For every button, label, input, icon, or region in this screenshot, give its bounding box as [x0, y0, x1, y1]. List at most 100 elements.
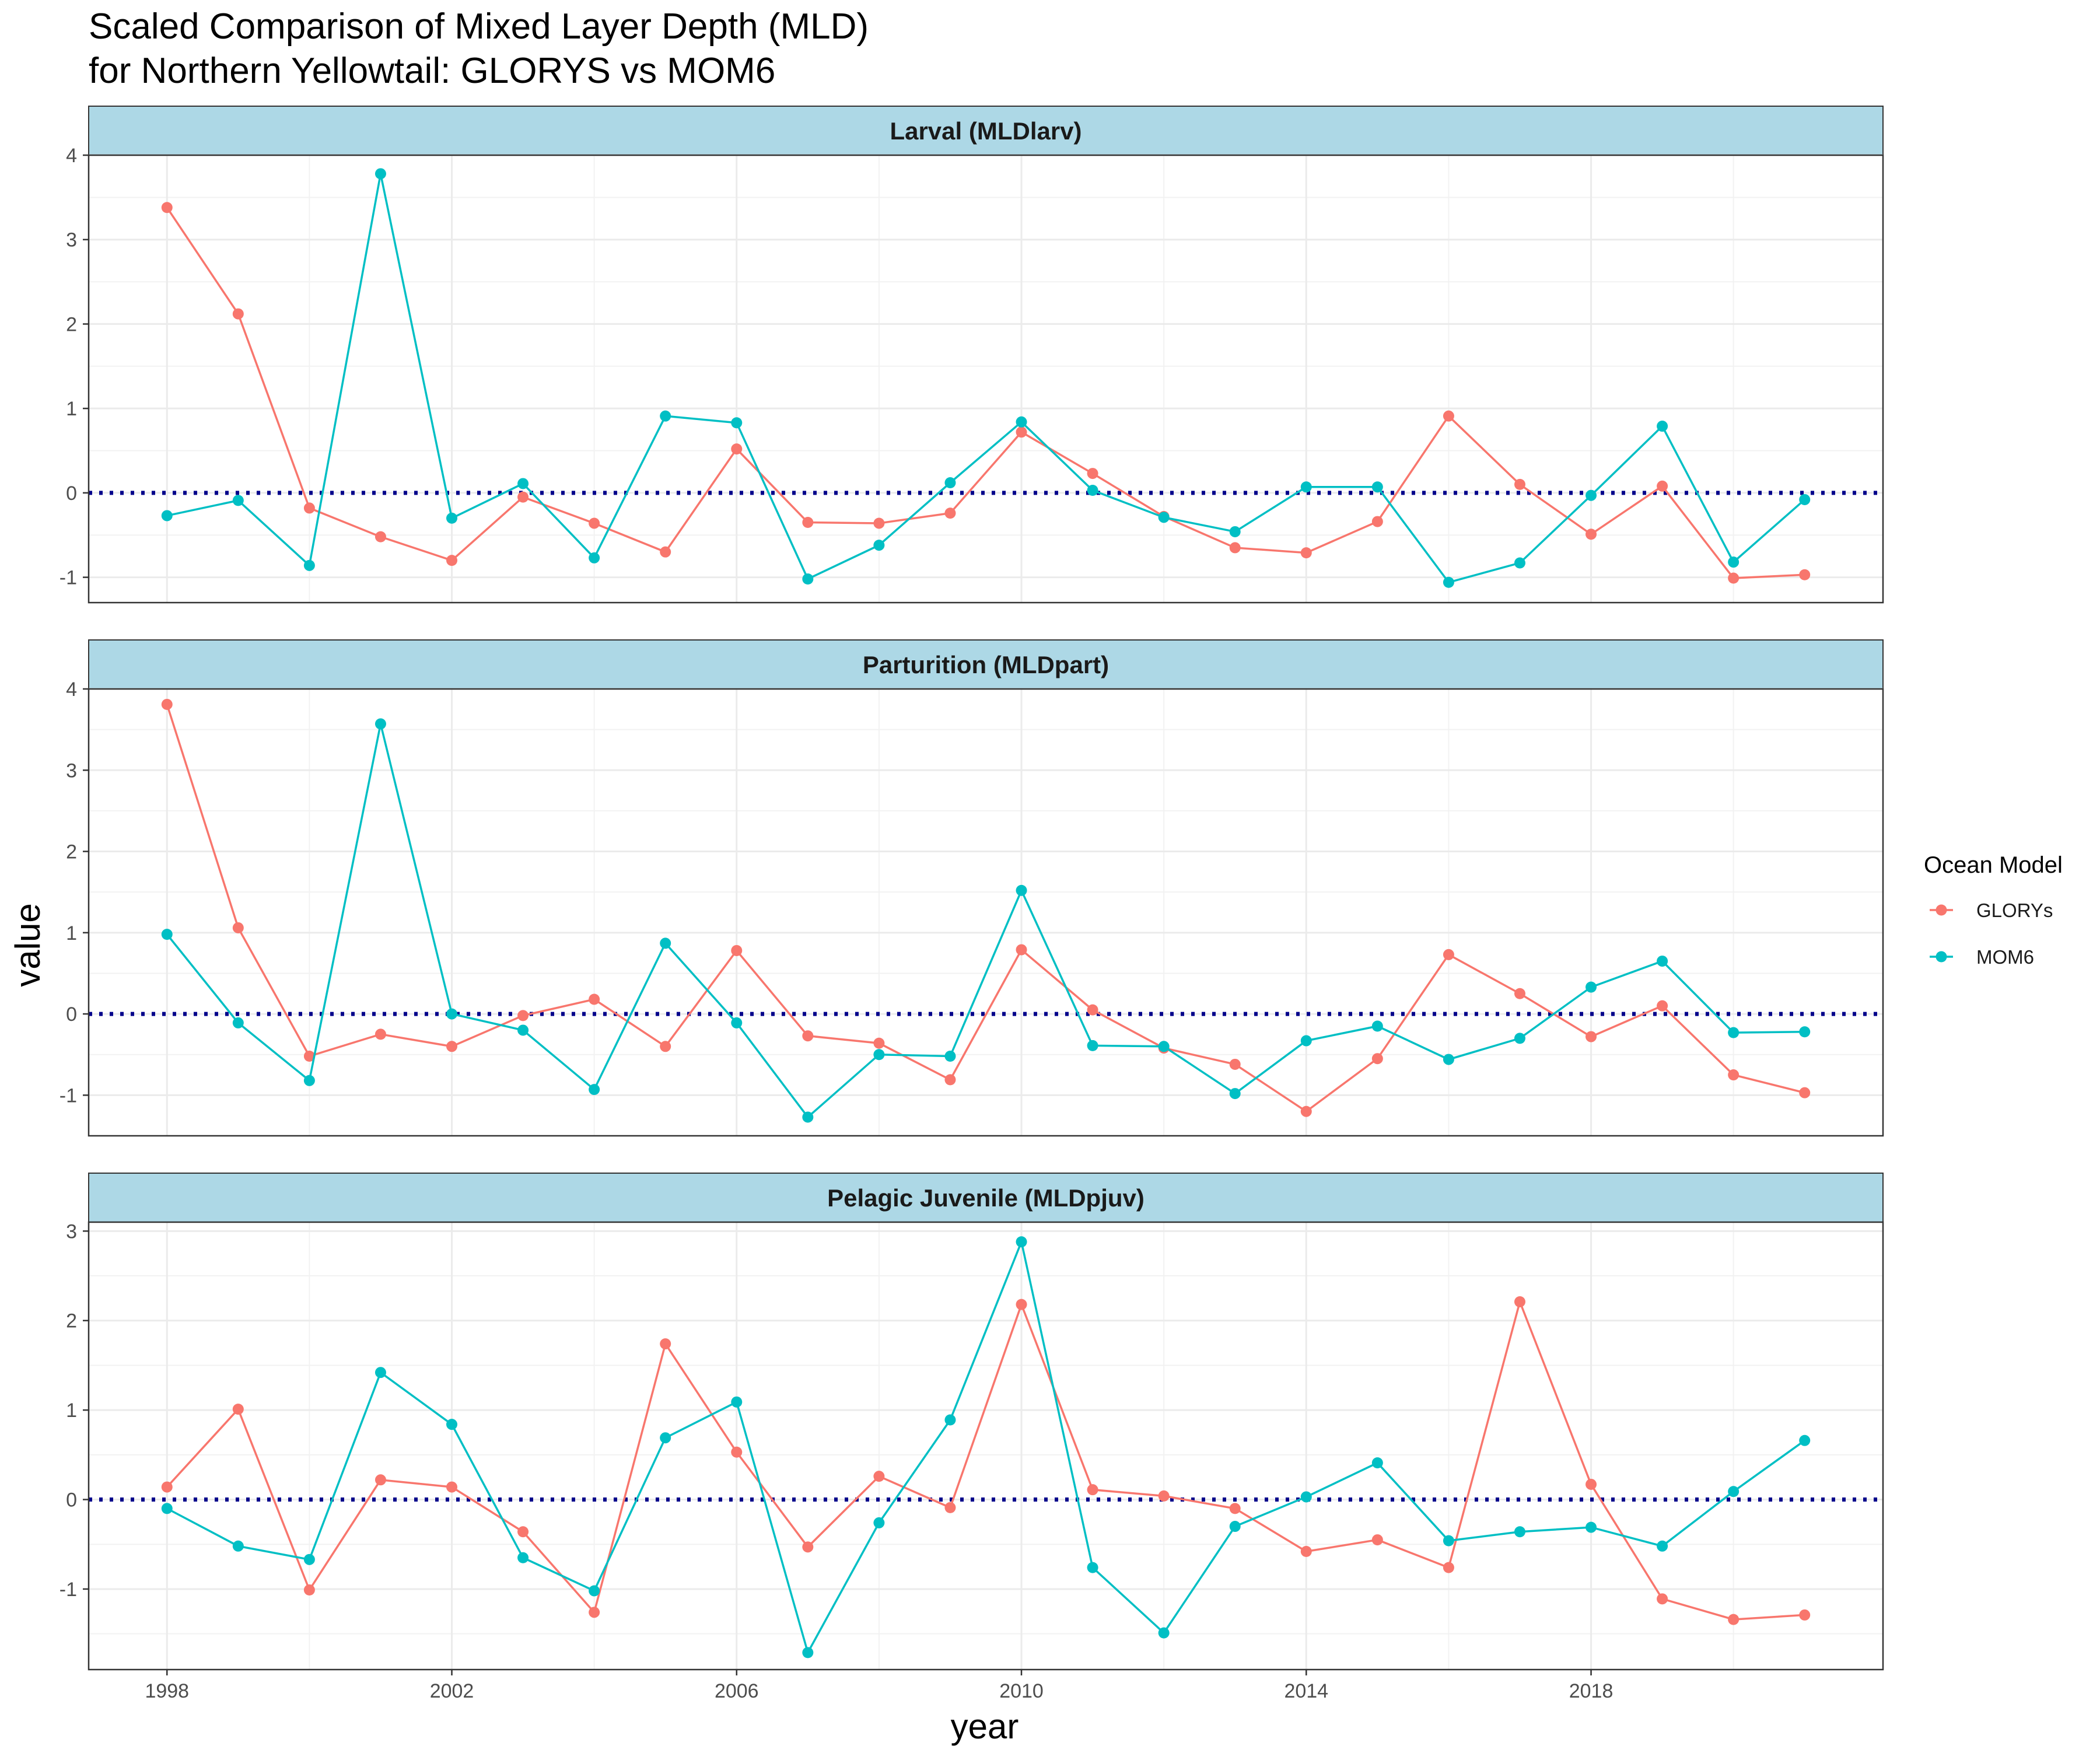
data-point-glorys	[374, 1474, 386, 1486]
data-point-glorys	[731, 443, 743, 455]
data-point-mom6	[1799, 494, 1811, 505]
data-point-glorys	[660, 1338, 671, 1350]
data-point-glorys	[1371, 516, 1383, 527]
data-point-mom6	[802, 1647, 814, 1658]
data-point-glorys	[303, 502, 315, 514]
data-point-glorys	[232, 1404, 244, 1415]
data-point-mom6	[161, 929, 173, 940]
y-tick-label: 3	[66, 229, 77, 251]
data-point-glorys	[1229, 1503, 1241, 1514]
series-line-mom6	[166, 723, 1805, 1119]
data-point-mom6	[446, 512, 458, 524]
data-point-glorys	[802, 1030, 814, 1042]
y-tick-label: 2	[66, 1310, 77, 1332]
data-point-mom6	[232, 495, 244, 506]
y-tick-label: 4	[66, 145, 77, 167]
panel-background	[89, 1222, 1883, 1670]
data-point-mom6	[1158, 512, 1170, 523]
data-point-mom6	[303, 1075, 315, 1086]
legend-key-point-glorys	[1936, 904, 1947, 916]
data-point-mom6	[1300, 1491, 1312, 1503]
data-point-mom6	[1514, 557, 1525, 569]
data-point-glorys	[374, 1028, 386, 1040]
y-tick-label: 1	[66, 1399, 77, 1422]
y-tick-label: 2	[66, 313, 77, 335]
data-point-glorys	[589, 517, 600, 529]
data-point-mom6	[1371, 1020, 1383, 1032]
series-line-glorys	[166, 207, 1805, 579]
data-point-mom6	[1728, 557, 1740, 568]
data-point-glorys	[1300, 1546, 1312, 1558]
data-point-glorys	[1799, 1087, 1811, 1098]
data-point-glorys	[303, 1584, 315, 1595]
panel-strip-label: Larval (MLDlarv)	[890, 117, 1082, 145]
data-point-glorys	[1799, 1609, 1811, 1621]
data-point-mom6	[873, 1517, 885, 1528]
data-point-mom6	[1514, 1033, 1525, 1044]
data-point-glorys	[1799, 569, 1811, 580]
data-point-mom6	[517, 1024, 529, 1036]
data-point-glorys	[446, 1041, 458, 1052]
panel-border	[88, 154, 1884, 604]
x-tick-label: 2018	[1569, 1680, 1614, 1702]
y-tick-label: 0	[66, 1489, 77, 1511]
data-point-glorys	[446, 555, 458, 566]
data-point-glorys	[1087, 1484, 1098, 1496]
data-point-glorys	[517, 1526, 529, 1538]
data-point-mom6	[1229, 1088, 1241, 1100]
data-point-glorys	[1158, 1490, 1170, 1502]
data-point-glorys	[1586, 1031, 1597, 1042]
data-point-mom6	[1586, 489, 1597, 501]
data-point-glorys	[232, 922, 244, 933]
x-tick-label: 2006	[715, 1680, 759, 1702]
y-tick-label: 2	[66, 841, 77, 863]
data-point-mom6	[802, 1111, 814, 1123]
data-point-glorys	[446, 1481, 458, 1493]
data-point-mom6	[873, 1049, 885, 1061]
data-point-glorys	[517, 1010, 529, 1021]
data-point-glorys	[232, 308, 244, 320]
data-point-mom6	[1443, 1054, 1454, 1065]
panel-border	[88, 688, 1884, 1137]
y-tick-label: 0	[66, 482, 77, 505]
panel-2: Parturition (MLDpart) -1 0 1 2 3 4	[60, 639, 1884, 1137]
data-point-mom6	[589, 552, 600, 564]
data-point-glorys	[1514, 988, 1525, 999]
data-point-glorys	[944, 1502, 956, 1513]
data-point-mom6	[660, 1432, 671, 1444]
data-point-glorys	[944, 1074, 956, 1086]
data-point-glorys	[1300, 1105, 1312, 1117]
data-point-glorys	[944, 508, 956, 519]
data-point-mom6	[446, 1419, 458, 1430]
panel-background	[89, 689, 1883, 1136]
data-point-mom6	[374, 168, 386, 180]
y-tick-label: 0	[66, 1003, 77, 1026]
data-point-mom6	[1371, 481, 1383, 493]
x-tick-label: 2010	[999, 1680, 1044, 1702]
series-line-mom6	[166, 1238, 1805, 1656]
data-point-glorys	[1586, 529, 1597, 540]
panel-strip-label: Pelagic Juvenile (MLDpjuv)	[827, 1184, 1144, 1212]
data-point-glorys	[1586, 1478, 1597, 1490]
data-point-mom6	[731, 1396, 743, 1408]
data-point-glorys	[1657, 1593, 1668, 1605]
data-point-mom6	[1443, 576, 1454, 588]
data-point-mom6	[517, 1552, 529, 1563]
y-tick-label: -1	[60, 567, 77, 589]
data-point-mom6	[731, 417, 743, 429]
y-tick-label: 4	[66, 678, 77, 701]
y-tick-label: 1	[66, 398, 77, 420]
data-point-glorys	[1300, 547, 1312, 559]
data-point-glorys	[303, 1051, 315, 1062]
panel-strip-label: Parturition (MLDpart)	[863, 651, 1109, 678]
data-point-mom6	[161, 510, 173, 522]
data-point-mom6	[660, 937, 671, 949]
panel-strip	[88, 106, 1884, 156]
data-point-mom6	[731, 1017, 743, 1028]
data-point-glorys	[1371, 1534, 1383, 1546]
data-point-mom6	[944, 1414, 956, 1426]
data-point-mom6	[873, 540, 885, 551]
data-point-glorys	[161, 698, 173, 710]
